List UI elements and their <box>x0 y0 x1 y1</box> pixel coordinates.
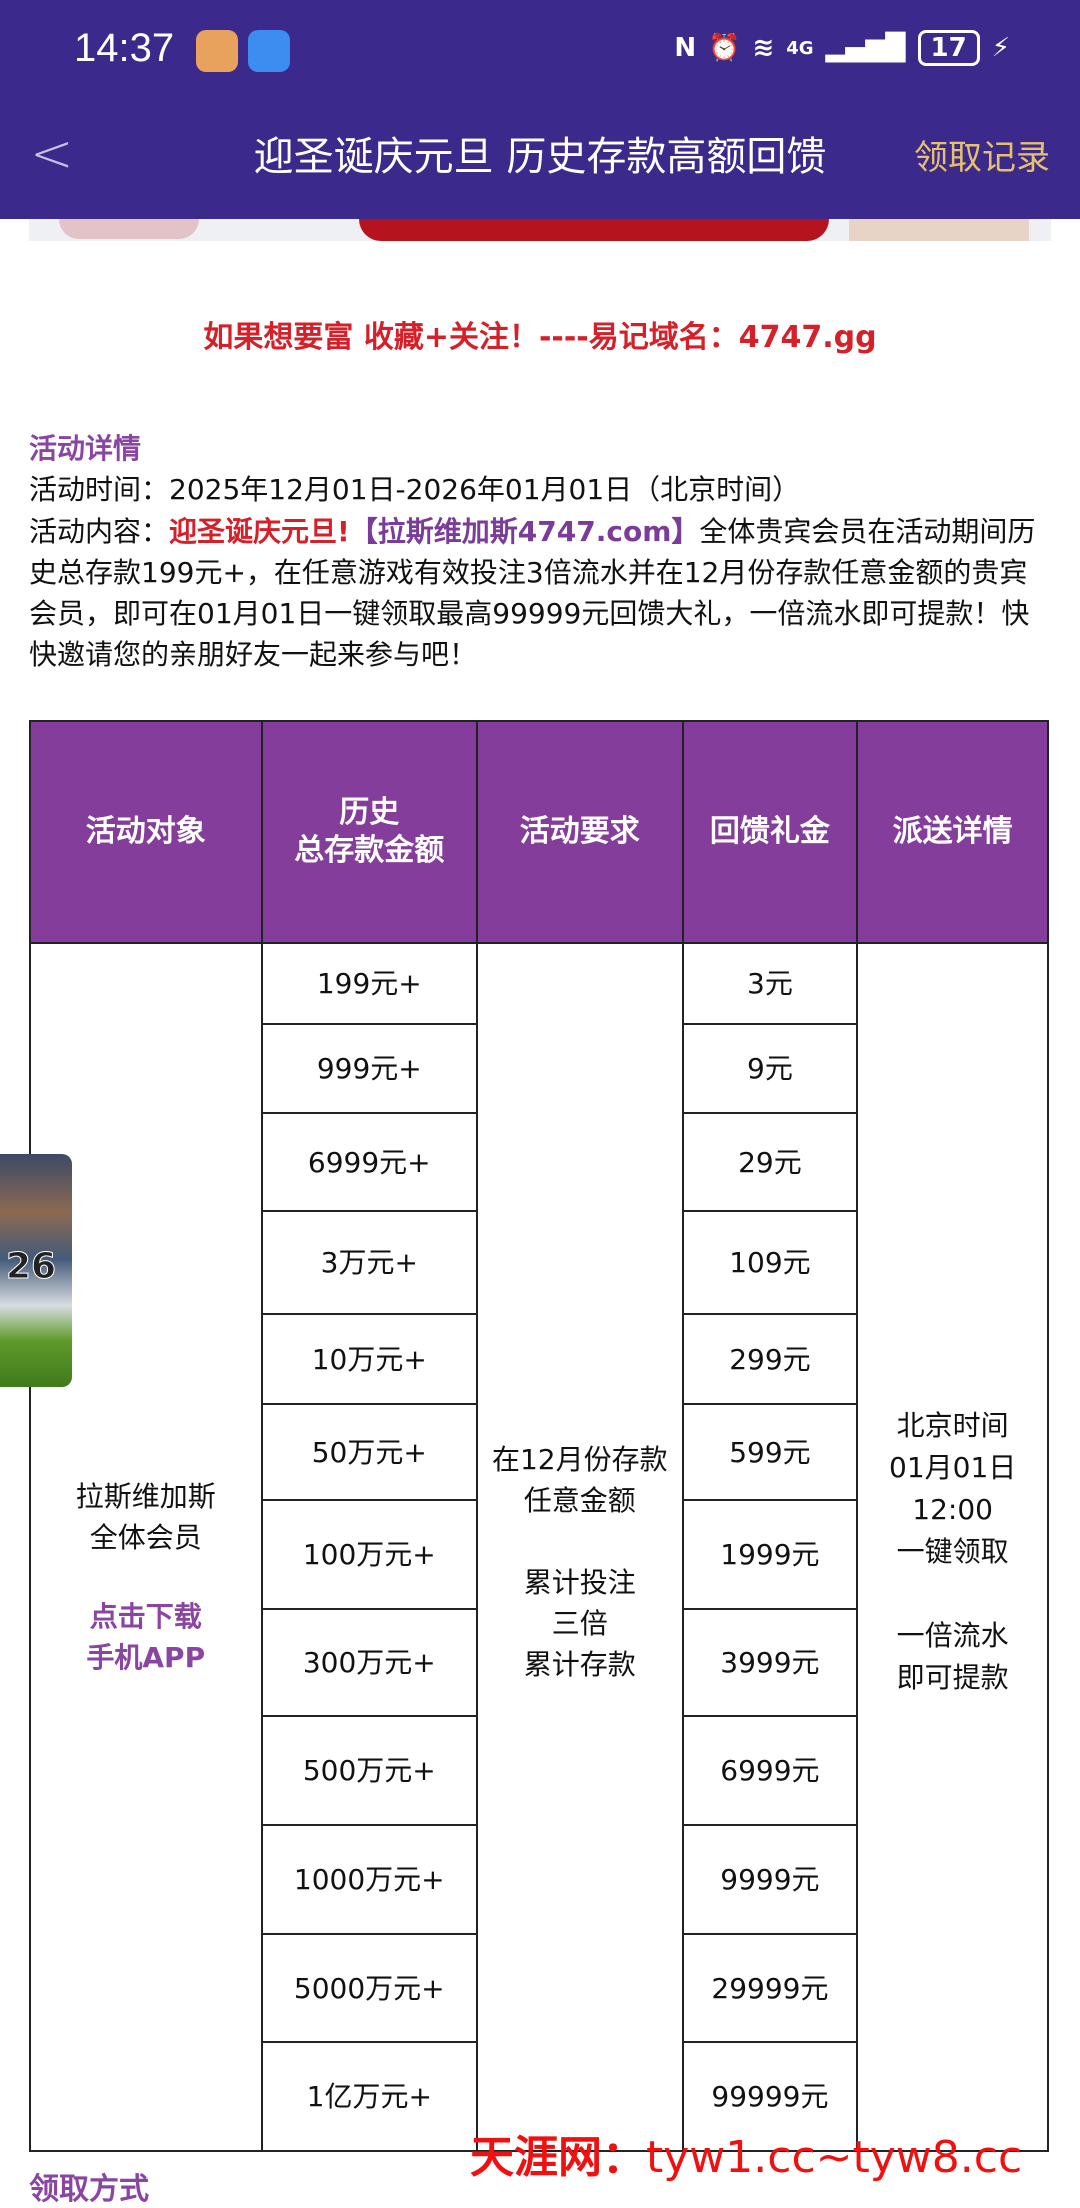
table-row: 10万元+ 299元 <box>30 1313 1048 1405</box>
deposit-cell: 100万元+ <box>260 1499 479 1610</box>
bonus-cell: 9元 <box>681 1023 859 1114</box>
deposit-cell: 1000万元+ <box>260 1824 479 1935</box>
time-value: 2025年12月01日-2026年01月01日（北京时间） <box>169 473 801 507</box>
header-bonus: 回馈礼金 <box>681 720 859 944</box>
alarm-icon: ⏰ <box>708 33 741 63</box>
watermark-brand: 天涯网： <box>470 2132 646 2183</box>
signal-icon: ▂▄▆█ <box>825 33 906 63</box>
banner-image <box>29 219 1051 241</box>
table-row: 3万元+ 109元 <box>30 1210 1048 1315</box>
table-row: 5000万元+ 29999元 <box>30 1933 1048 2043</box>
battery-icon: 17 <box>917 30 980 66</box>
deposit-cell: 999元+ <box>260 1023 479 1114</box>
claim-method-heading: 领取方式 <box>29 2172 149 2207</box>
bonus-table: 活动对象 历史 总存款金额 活动要求 回馈礼金 派送详情 拉斯维加斯 全体会员点… <box>29 720 1049 2152</box>
deposit-cell: 5000万元+ <box>260 1933 479 2043</box>
page-title: 迎圣诞庆元旦 历史存款高额回馈 <box>253 134 827 180</box>
bonus-cell: 3元 <box>681 942 859 1025</box>
content-text: 全体贵宾会员在活动期间历史总存款199元+，在任意游戏有效投注3倍流水并在12月… <box>29 514 1036 672</box>
status-icons: N ⏰ ≋ 4G ▂▄▆█ 17 ⚡ <box>674 30 1010 66</box>
nfc-icon: N <box>674 33 697 63</box>
bonus-cell: 9999元 <box>681 1824 859 1935</box>
header-delivery: 派送详情 <box>856 720 1049 944</box>
header-deposit: 历史 总存款金额 <box>260 720 479 944</box>
bonus-cell: 299元 <box>681 1313 859 1405</box>
activity-details: 活动详情 活动时间：2025年12月01日-2026年01月01日（北京时间） … <box>29 428 1051 676</box>
back-button[interactable]: < <box>30 124 74 184</box>
bonus-cell: 29元 <box>681 1112 859 1212</box>
download-app-link[interactable]: 点击下载 手机APP <box>86 1600 206 1674</box>
deposit-cell: 50万元+ <box>260 1403 479 1501</box>
content-brand: 【拉斯维加斯4747.com】 <box>349 514 700 548</box>
bonus-cell: 6999元 <box>681 1715 859 1826</box>
network-type: 4G <box>786 37 814 59</box>
app-notification-icon <box>196 30 238 72</box>
requirement-cell: 在12月份存款 任意金额 累计投注 三倍 累计存款 <box>476 942 684 2152</box>
bonus-cell: 99999元 <box>681 2041 859 2152</box>
target-cell: 拉斯维加斯 全体会员 点击下载 手机APP <box>29 942 263 2152</box>
table-row: 1亿万元+ 99999元 <box>30 2041 1048 2152</box>
deposit-cell: 500万元+ <box>260 1715 479 1826</box>
status-time: 14:37 <box>74 26 175 70</box>
content-label: 活动内容： <box>29 514 170 548</box>
deposit-cell: 10万元+ <box>260 1313 479 1405</box>
bonus-cell: 599元 <box>681 1403 859 1501</box>
bonus-cell: 1999元 <box>681 1499 859 1610</box>
deposit-cell: 3万元+ <box>260 1210 479 1315</box>
time-label: 活动时间： <box>29 473 170 507</box>
wifi-icon: ≋ <box>752 33 775 63</box>
table-row: 1000万元+ 9999元 <box>30 1824 1048 1935</box>
watermark: 天涯网：tyw1.cc~tyw8.cc <box>470 2134 1022 2182</box>
top-bar: 14:37 N ⏰ ≋ 4G ▂▄▆█ 17 ⚡ < 迎圣诞庆元旦 历史存款高额… <box>0 0 1080 219</box>
header-target: 活动对象 <box>29 720 263 944</box>
slogan: 如果想要富 收藏+关注！----易记域名：4747.gg <box>203 320 877 355</box>
details-heading: 活动详情 <box>29 432 142 465</box>
deposit-cell: 1亿万元+ <box>260 2041 479 2152</box>
bonus-cell: 29999元 <box>681 1933 859 2043</box>
bonus-cell: 109元 <box>681 1210 859 1315</box>
bonus-cell: 3999元 <box>681 1608 859 1717</box>
table-row: 500万元+ 6999元 <box>30 1715 1048 1826</box>
records-button[interactable]: 领取记录 <box>914 138 1050 178</box>
deposit-cell: 6999元+ <box>260 1112 479 1212</box>
floating-ad[interactable]: 26 <box>0 1154 72 1387</box>
table-row: 50万元+ 599元 <box>30 1403 1048 1501</box>
delivery-cell: 北京时间 01月01日 12:00 一键领取 一倍流水 即可提款 <box>856 942 1049 2152</box>
watermark-domains: tyw1.cc~tyw8.cc <box>646 2132 1023 2183</box>
charging-icon: ⚡ <box>991 33 1010 63</box>
table-row: 999元+ 9元 <box>30 1023 1048 1114</box>
table-row: 100万元+ 1999元 <box>30 1499 1048 1610</box>
table-row: 6999元+ 29元 <box>30 1112 1048 1212</box>
header-requirement: 活动要求 <box>476 720 684 944</box>
table-row: 拉斯维加斯 全体会员 点击下载 手机APP 199元+ 在12月份存款 任意金额 累计… <box>29 942 1049 2152</box>
deposit-cell: 300万元+ <box>260 1608 479 1717</box>
message-notification-icon <box>248 30 290 72</box>
floating-ad-logo: 26 <box>5 1246 57 1288</box>
table-row: 300万元+ 3999元 <box>30 1608 1048 1717</box>
content-highlight: 迎圣诞庆元旦! <box>169 514 350 548</box>
table-header-row: 活动对象 历史 总存款金额 活动要求 回馈礼金 派送详情 <box>29 720 1049 944</box>
target-text: 拉斯维加斯 全体会员 <box>75 1480 216 1554</box>
deposit-cell: 199元+ <box>260 942 479 1025</box>
